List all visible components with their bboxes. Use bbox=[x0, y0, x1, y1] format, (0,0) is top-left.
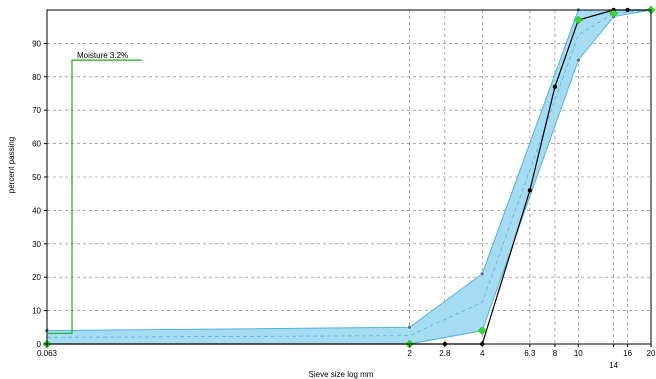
y-axis-label: percent passing bbox=[7, 137, 16, 193]
x-tick-label: 6.3 bbox=[524, 349, 536, 358]
x-tick-label: 20 bbox=[647, 349, 656, 358]
x-tick-label: 2.8 bbox=[439, 349, 451, 358]
control-points bbox=[42, 5, 656, 349]
control-point-marker bbox=[477, 326, 487, 335]
y-tick-label: 20 bbox=[32, 273, 41, 282]
grading-curve-point bbox=[527, 188, 533, 193]
x-tick-label: 4 bbox=[480, 349, 485, 358]
y-tick-label: 50 bbox=[32, 173, 41, 182]
y-tick-label: 80 bbox=[32, 73, 41, 82]
y-tick-label: 60 bbox=[32, 140, 41, 149]
envelope-mid-line bbox=[46, 9, 652, 338]
envelope-point bbox=[479, 271, 485, 277]
envelope-point bbox=[407, 325, 412, 330]
y-tick-label: 30 bbox=[32, 240, 41, 249]
envelope-point bbox=[576, 57, 581, 63]
envelope-fill bbox=[47, 10, 651, 344]
control-point-marker bbox=[573, 15, 583, 25]
x-axis-label: Sieve size log mm bbox=[309, 370, 374, 379]
y-tick-label: 40 bbox=[32, 206, 41, 215]
x-tick-label: 14 bbox=[609, 361, 618, 370]
y-tick-label: 70 bbox=[32, 106, 41, 115]
x-tick-label: 8 bbox=[553, 349, 558, 358]
x-tick-label: 0.063 bbox=[37, 349, 58, 358]
moisture-bar-line bbox=[48, 59, 142, 334]
control-point-marker bbox=[609, 8, 618, 18]
x-tick-label: 16 bbox=[623, 349, 632, 358]
x-tick-label: 10 bbox=[574, 349, 583, 358]
moisture-indicator bbox=[48, 59, 142, 334]
x-tick-label: 2 bbox=[407, 349, 412, 358]
x-axis-ticks: 0.063 2 2.8 4 6.3 8 10 14 16 20 bbox=[37, 344, 656, 370]
grading-curve-point bbox=[552, 84, 558, 90]
moisture-label: Moisture 3.2% bbox=[77, 51, 128, 60]
y-tick-label: 10 bbox=[32, 307, 41, 316]
y-axis-ticks: 0 10 20 30 40 50 60 70 80 90 bbox=[32, 39, 47, 349]
grid-lines bbox=[47, 10, 651, 344]
y-tick-label: 0 bbox=[37, 340, 42, 349]
y-tick-label: 90 bbox=[32, 39, 41, 48]
